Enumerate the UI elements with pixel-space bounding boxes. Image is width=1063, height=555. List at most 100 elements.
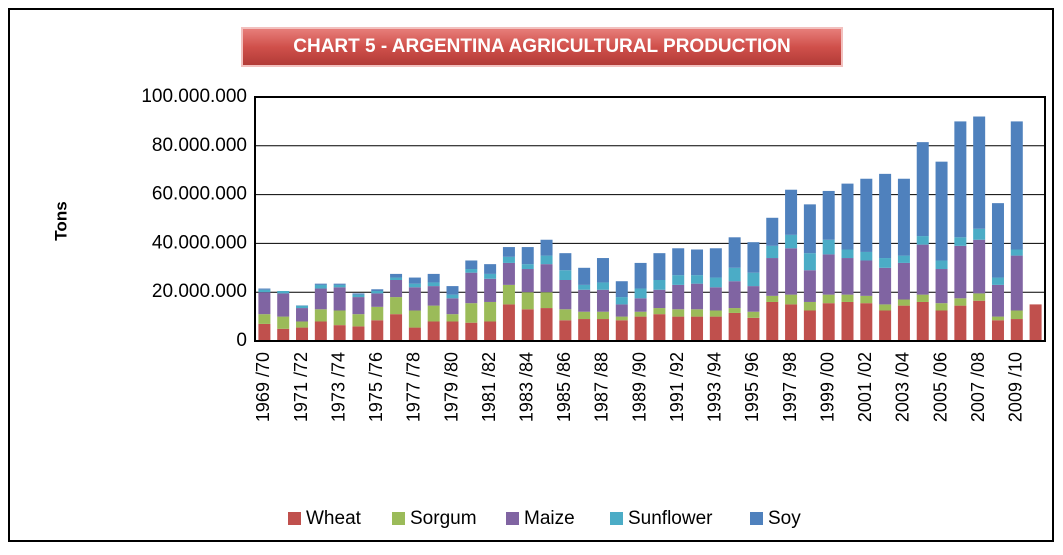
bar-segment — [936, 303, 948, 310]
bar-segment — [860, 260, 872, 295]
bar-segment — [334, 311, 346, 326]
legend-label: Soy — [768, 508, 801, 529]
y-tick-label: 80.000.000 — [152, 135, 247, 156]
y-tick-label: 40.000.000 — [152, 232, 247, 253]
x-tick-label: 2007 /08 — [968, 352, 988, 422]
bar-segment — [409, 284, 421, 288]
bar-segment — [296, 328, 308, 341]
bar-segment — [1030, 304, 1042, 341]
x-tick-label: 1983 /84 — [516, 352, 536, 422]
bar-segment — [447, 314, 459, 321]
bar-segment — [691, 317, 703, 341]
bar-segment — [522, 269, 534, 292]
bar-segment — [691, 250, 703, 276]
bar-segment — [352, 326, 364, 341]
bar-segment — [936, 162, 948, 261]
bar-segment — [1011, 319, 1023, 341]
bar-segment — [804, 311, 816, 342]
bar-segment — [729, 237, 741, 267]
bar-segment — [672, 317, 684, 341]
bar-segment — [428, 306, 440, 322]
y-tick-label: 60.000.000 — [152, 184, 247, 205]
bar-segment — [804, 302, 816, 311]
bar-segment — [541, 256, 553, 265]
bar-segment — [766, 246, 778, 258]
bar-segment — [785, 235, 797, 248]
bar-segment — [672, 275, 684, 285]
bar-segment — [352, 295, 364, 297]
bar-segment — [447, 298, 459, 314]
bar-segment — [616, 297, 628, 304]
bar-segment — [522, 247, 534, 264]
legend-label: Sunflower — [628, 508, 713, 529]
bar-segment — [936, 260, 948, 269]
bar-segment — [465, 303, 477, 323]
bar-segment — [710, 278, 722, 288]
bar-segment — [785, 190, 797, 235]
x-tick-label: 2005 /06 — [930, 352, 950, 422]
bar-segment — [541, 308, 553, 341]
bar-segment — [917, 245, 929, 295]
bar-segment — [1011, 311, 1023, 320]
bar-segment — [898, 300, 910, 306]
bar-segment — [465, 260, 477, 269]
bar-segment — [484, 302, 496, 322]
bar-segment — [823, 254, 835, 294]
bar-segment — [315, 289, 327, 310]
x-tick-label: 2003 /04 — [893, 352, 913, 422]
bar-segment — [428, 321, 440, 341]
bar-segment — [447, 286, 459, 295]
bar-segment — [917, 295, 929, 302]
bar-segment — [597, 312, 609, 319]
bar-segment — [484, 279, 496, 302]
bar-segment — [465, 273, 477, 304]
bar-segment — [503, 285, 515, 305]
bar-segment — [766, 296, 778, 302]
bar-segment — [954, 237, 966, 246]
bar-segment — [860, 179, 872, 252]
bar-segment — [315, 284, 327, 285]
bar-segment — [559, 309, 571, 320]
bar-segment — [860, 296, 872, 303]
bar-segment — [710, 287, 722, 310]
bar-segment — [691, 309, 703, 316]
bar-segment — [992, 278, 1004, 285]
bar-segment — [954, 246, 966, 298]
bar-segment — [315, 309, 327, 321]
bar-segment — [747, 273, 759, 286]
bar-segment — [465, 269, 477, 273]
bar-segment — [371, 320, 383, 341]
bar-segment — [352, 314, 364, 326]
bar-segment — [559, 280, 571, 309]
bar-segment — [954, 306, 966, 341]
bar-segment — [860, 303, 872, 341]
bar-segment — [653, 290, 665, 308]
bar-segment — [503, 247, 515, 257]
bar-segment — [1011, 121, 1023, 249]
bar-segment — [371, 291, 383, 293]
x-tick-label: 1999 /00 — [817, 352, 837, 422]
bar-segment — [465, 323, 477, 341]
bar-segment — [747, 286, 759, 312]
legend-swatch — [288, 512, 301, 525]
bar-segment — [484, 264, 496, 274]
bar-segment — [860, 252, 872, 261]
bar-segment — [766, 258, 778, 296]
bar-segment — [672, 248, 684, 275]
bar-segment — [842, 250, 854, 259]
legend-swatch — [750, 512, 763, 525]
bar-segment — [390, 314, 402, 341]
bar-segment — [992, 203, 1004, 277]
bar-segment — [823, 295, 835, 304]
bar-segment — [258, 314, 270, 324]
bar-segment — [616, 304, 628, 316]
bar-segment — [522, 292, 534, 309]
legend-swatch — [506, 512, 519, 525]
bar-segment — [409, 311, 421, 328]
bar-segment — [258, 292, 270, 314]
bar-segment — [522, 264, 534, 269]
bar-segment — [729, 308, 741, 313]
bar-segment — [578, 290, 590, 312]
bar-segment — [936, 311, 948, 342]
bar-segment — [371, 307, 383, 320]
